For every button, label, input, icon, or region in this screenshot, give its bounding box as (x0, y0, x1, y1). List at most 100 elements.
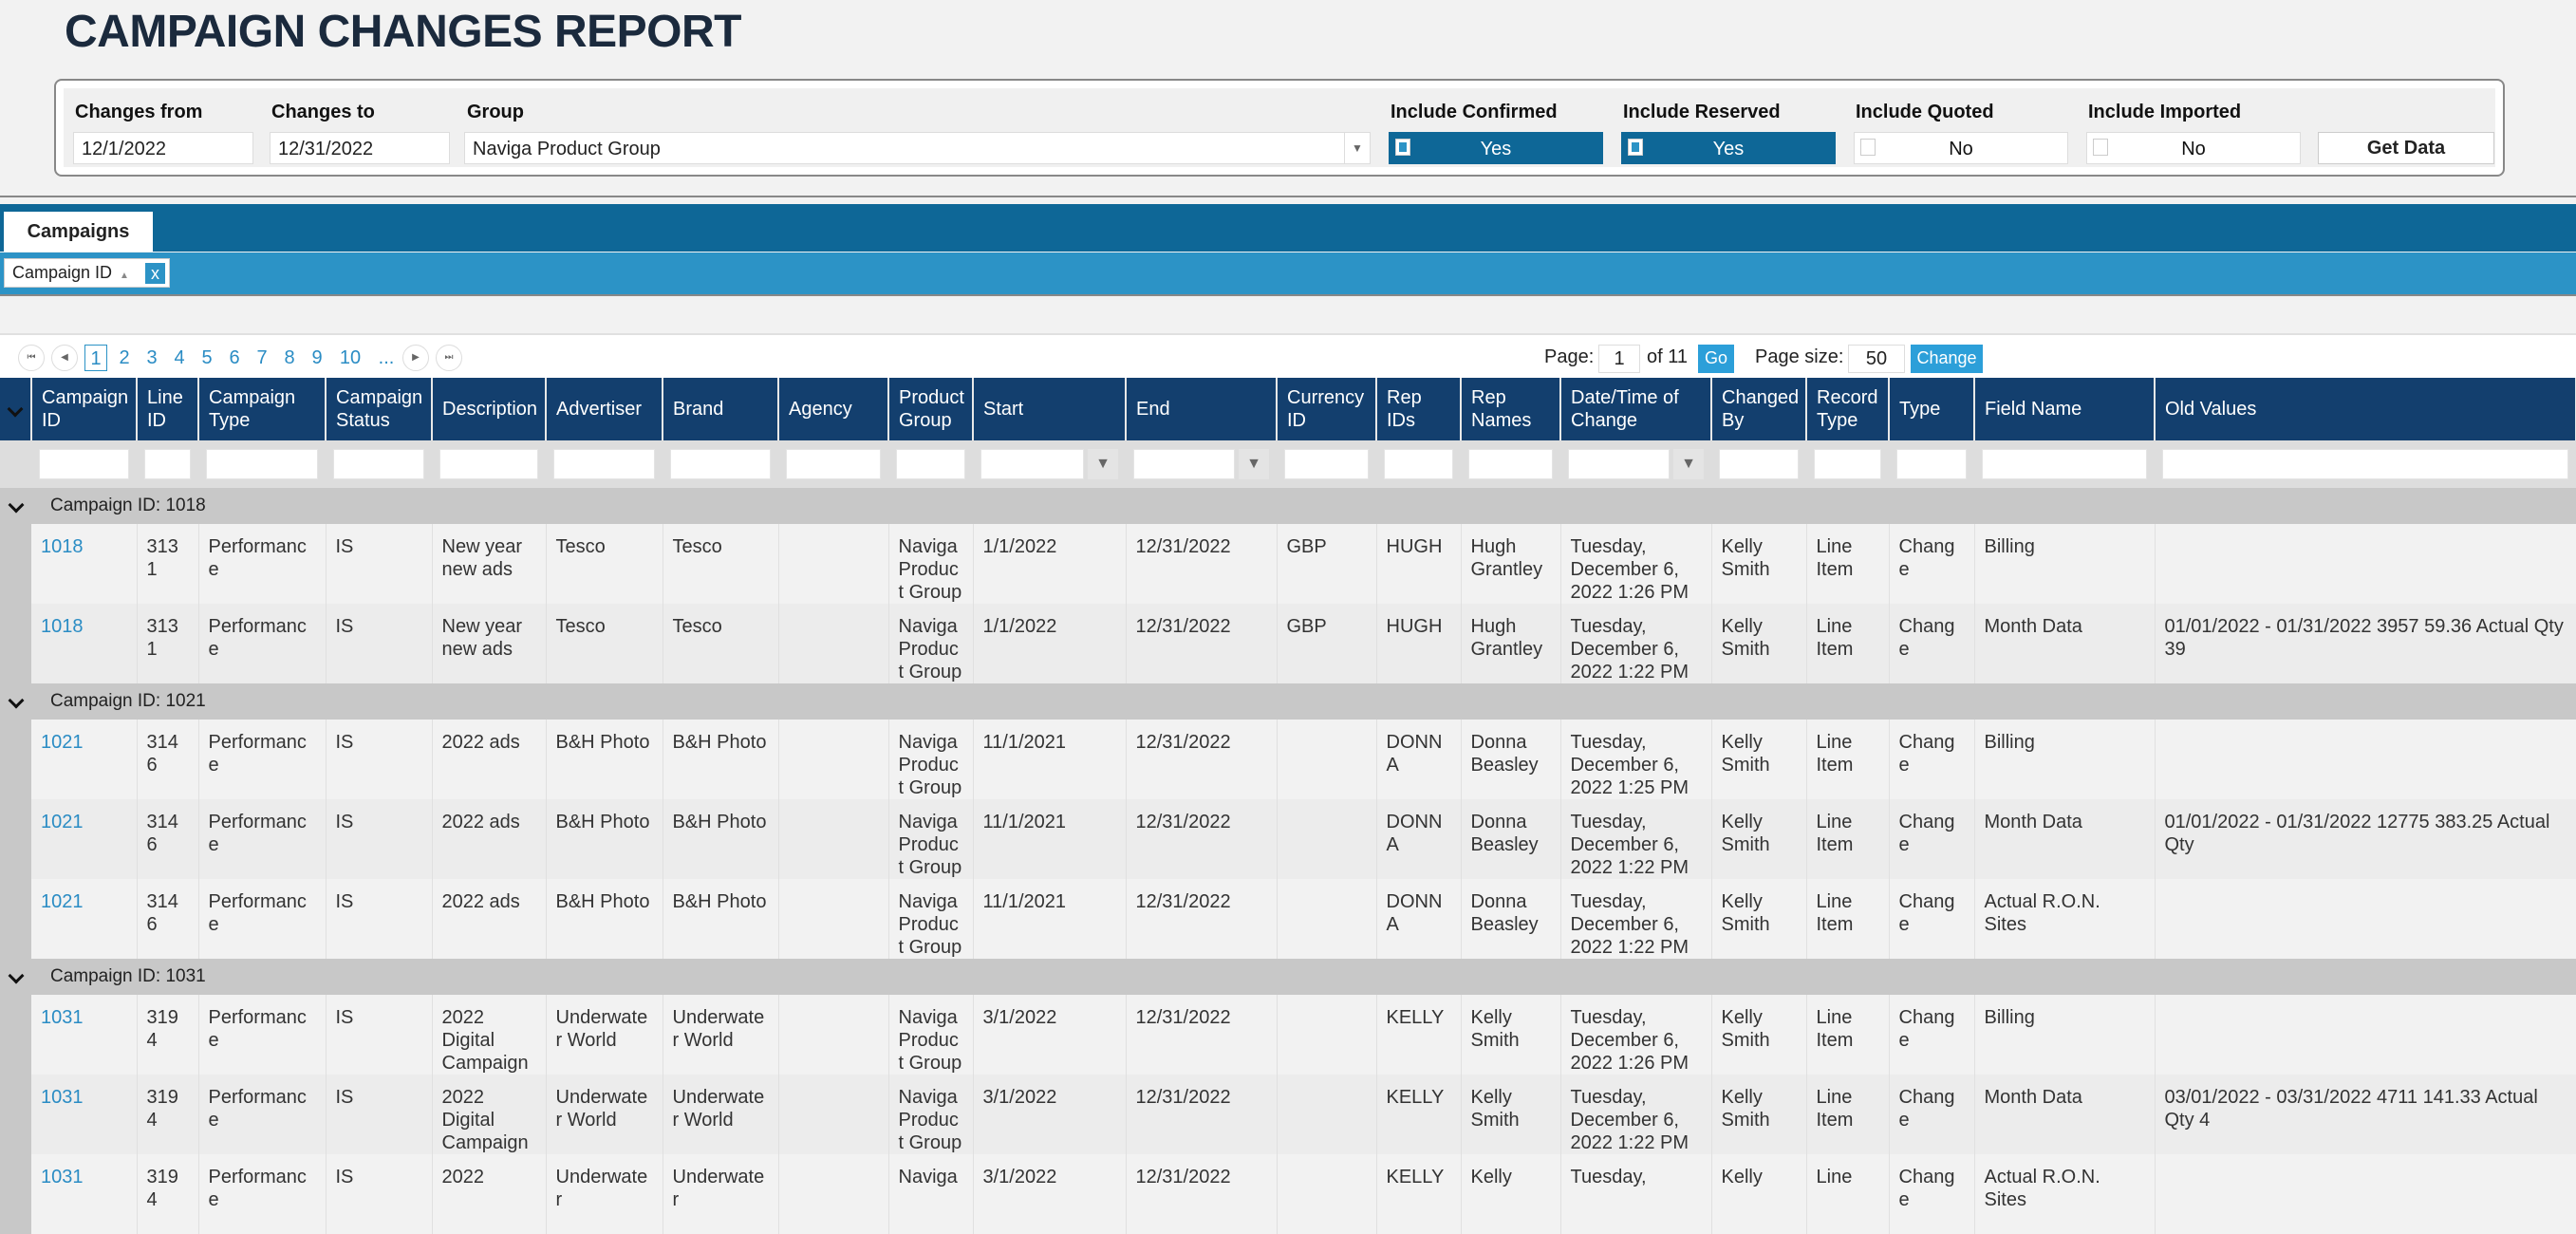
filter-input-rep-names[interactable] (1468, 449, 1553, 479)
filter-input-old-values[interactable] (2162, 449, 2568, 479)
include-reserved-toggle[interactable]: Yes (1621, 132, 1836, 164)
column-header-line-id[interactable]: Line ID (137, 378, 199, 440)
campaign-id-link[interactable]: 1031 (31, 1075, 138, 1154)
column-header-campaign-id[interactable]: Campaign ID (31, 378, 138, 440)
page-size-input[interactable]: 50 (1848, 345, 1905, 373)
filter-input-brand[interactable] (670, 449, 771, 479)
column-header-end[interactable]: End (1126, 378, 1278, 440)
group-expand-toggle[interactable] (0, 488, 31, 524)
column-header-campaign-type[interactable]: Campaign Type (198, 378, 327, 440)
campaign-id-link[interactable]: 1018 (31, 524, 138, 604)
cell-date-time-of-change: Tuesday, December 6, 2022 1:22 PM (1560, 604, 1712, 683)
campaign-id-link[interactable]: 1031 (31, 995, 138, 1075)
filter-input-type[interactable] (1896, 449, 1967, 479)
column-header-start[interactable]: Start (973, 378, 1127, 440)
last-page-icon[interactable]: ⏭ (436, 345, 462, 371)
filter-input-description[interactable] (439, 449, 538, 479)
cell-rep-ids: DONNA (1376, 879, 1462, 959)
campaign-id-link[interactable]: 1021 (31, 879, 138, 959)
column-header-product-group[interactable]: Product Group (888, 378, 974, 440)
changes-from-input[interactable]: 12/1/2022 (73, 132, 253, 164)
page-link-5[interactable]: 5 (201, 347, 213, 368)
page-input[interactable]: 1 (1598, 345, 1640, 373)
column-header-agency[interactable]: Agency (778, 378, 889, 440)
column-header-rep-names[interactable]: Rep Names (1461, 378, 1561, 440)
cell-changed-by: Kelly Smith (1711, 604, 1807, 683)
filter-input-advertiser[interactable] (553, 449, 655, 479)
filter-input-changed-by[interactable] (1719, 449, 1799, 479)
filter-input-field-name[interactable] (1982, 449, 2147, 479)
filter-input-rep-ids[interactable] (1384, 449, 1453, 479)
campaign-id-link[interactable]: 1031 (31, 1154, 138, 1234)
column-header-field-name[interactable]: Field Name (1974, 378, 2156, 440)
column-header-campaign-status[interactable]: Campaign Status (326, 378, 433, 440)
page-link-1[interactable]: 1 (84, 345, 107, 371)
filter-icon[interactable]: ▼ (1673, 449, 1704, 479)
column-header-brand[interactable]: Brand (663, 378, 779, 440)
go-button[interactable]: Go (1698, 345, 1734, 373)
page-link-2[interactable]: 2 (119, 347, 130, 368)
cell-type: Change (1889, 995, 1975, 1075)
first-page-icon[interactable]: ⏮ (18, 345, 45, 371)
tab-campaigns[interactable]: Campaigns (4, 212, 153, 252)
filter-input-end[interactable] (1133, 449, 1235, 479)
include-imported-label: Include Imported (2088, 102, 2242, 122)
remove-group-icon[interactable]: x (145, 263, 165, 284)
column-header-rep-ids[interactable]: Rep IDs (1376, 378, 1462, 440)
filter-cell-campaign-status (326, 440, 432, 488)
filter-input-currency-id[interactable] (1284, 449, 1369, 479)
page-link-10[interactable]: 10 (339, 347, 362, 368)
include-confirmed-toggle[interactable]: Yes (1389, 132, 1603, 164)
filter-input-start[interactable] (980, 449, 1084, 479)
toggle-value: No (1949, 139, 1973, 159)
group-select[interactable]: Naviga Product Group ▼ (464, 132, 1371, 164)
filter-input-record-type[interactable] (1814, 449, 1881, 479)
column-header-description[interactable]: Description (432, 378, 547, 440)
cell-campaign-status: IS (326, 879, 433, 959)
column-header-type[interactable]: Type (1889, 378, 1975, 440)
page-link-4[interactable]: 4 (174, 347, 185, 368)
campaign-id-link[interactable]: 1021 (31, 720, 138, 799)
filter-icon[interactable]: ▼ (1239, 449, 1269, 479)
filter-icon[interactable]: ▼ (1088, 449, 1118, 479)
page-link-7[interactable]: 7 (256, 347, 268, 368)
page-link-more[interactable]: ... (378, 347, 395, 368)
page-link-6[interactable]: 6 (229, 347, 240, 368)
column-header-advertiser[interactable]: Advertiser (546, 378, 663, 440)
dropdown-arrow-icon[interactable]: ▼ (1344, 133, 1370, 163)
sort-asc-icon[interactable]: ▲ (120, 271, 129, 281)
filter-input-campaign-status[interactable] (333, 449, 424, 479)
filter-input-agency[interactable] (786, 449, 881, 479)
cell-record-type: Line Item (1806, 1075, 1890, 1154)
filter-input-campaign-id[interactable] (39, 449, 129, 479)
page-link-8[interactable]: 8 (284, 347, 295, 368)
cell-record-type: Line Item (1806, 524, 1890, 604)
changes-to-input[interactable]: 12/31/2022 (270, 132, 450, 164)
filter-spacer (0, 440, 31, 488)
prev-page-icon[interactable]: ◀ (51, 345, 78, 371)
column-header-changed-by[interactable]: Changed By (1711, 378, 1807, 440)
filter-input-campaign-type[interactable] (206, 449, 318, 479)
campaign-id-link[interactable]: 1018 (31, 604, 138, 683)
column-header-old-values[interactable]: Old Values (2155, 378, 2576, 440)
get-data-button[interactable]: Get Data (2318, 132, 2494, 164)
cell-start: 3/1/2022 (973, 1075, 1127, 1154)
column-header-date-time-of-change[interactable]: Date/Time of Change (1560, 378, 1712, 440)
column-header-currency-id[interactable]: Currency ID (1277, 378, 1377, 440)
filter-input-line-id[interactable] (144, 449, 191, 479)
filter-input-product-group[interactable] (896, 449, 965, 479)
column-header-record-type[interactable]: Record Type (1806, 378, 1890, 440)
cell-end: 12/31/2022 (1126, 995, 1278, 1075)
collapse-all-toggle[interactable] (0, 378, 32, 440)
next-page-icon[interactable]: ▶ (402, 345, 429, 371)
page-link-9[interactable]: 9 (311, 347, 323, 368)
include-imported-toggle[interactable]: No (2086, 132, 2301, 164)
group-expand-toggle[interactable] (0, 959, 31, 995)
include-quoted-toggle[interactable]: No (1854, 132, 2068, 164)
page-link-3[interactable]: 3 (146, 347, 158, 368)
change-page-size-button[interactable]: Change (1911, 345, 1983, 373)
group-chip-campaign-id[interactable]: Campaign ID ▲ x (4, 258, 170, 288)
group-expand-toggle[interactable] (0, 683, 31, 720)
campaign-id-link[interactable]: 1021 (31, 799, 138, 879)
filter-input-date-time-of-change[interactable] (1568, 449, 1670, 479)
